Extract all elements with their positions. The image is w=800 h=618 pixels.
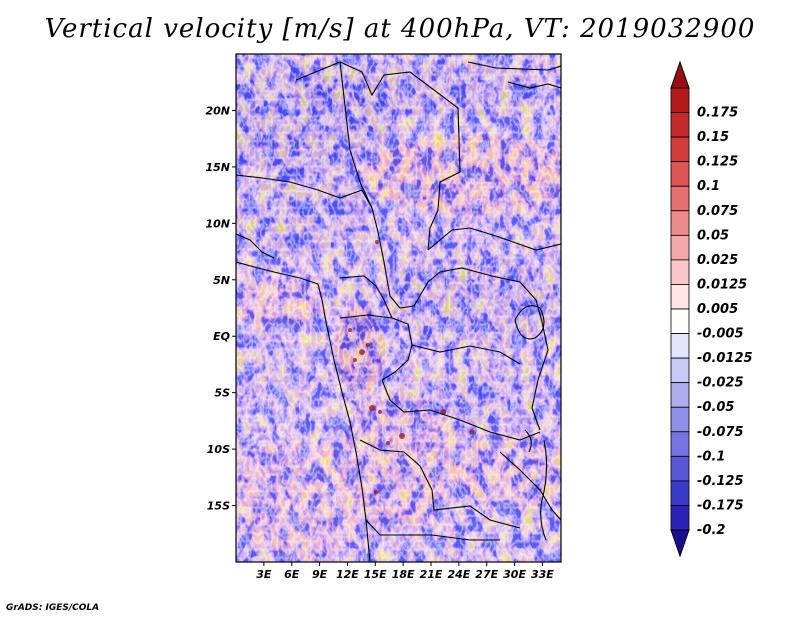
colorbar-bottom-arrow [670,529,690,558]
colorbar-swatch [670,455,690,482]
lon-tick-label: 24E [447,568,470,581]
colorbar-swatch [670,480,690,506]
colorbar-label: 0.175 [697,106,738,121]
colorbar-swatch [670,357,690,384]
colorbar: 0.175 0.15 0.125 0.1 0.075 0.05 0.025 0.0125 0.0… [670,60,753,558]
lat-tick-label: 20N [205,104,230,117]
colorbar-swatch [670,284,690,310]
colorbar-swatch [670,308,690,334]
lon-tick-label: 33E [531,568,554,581]
colorbar-swatch [670,161,690,187]
lat-tick-label: 15N [205,161,230,174]
lon-tick-label: 9E [312,568,328,581]
lon-tick-label: 18E [392,568,415,581]
lat-tick-label: 10N [205,217,230,230]
lat-tick-label: 5S [214,387,230,400]
colorbar-swatch [670,136,690,163]
colorbar-swatch [670,406,690,433]
colorbar-swatch [670,505,690,531]
lon-tick-label: 21E [420,568,443,581]
longitude-axis: 3E 6E 9E 12E 15E 18E 21E 24E 27E 30E 33E [256,562,554,581]
map-title: Vertical velocity [m/s] at 400hPa, VT: 2… [44,14,756,44]
country-borders [236,61,561,562]
colorbar-label: -0.2 [697,523,725,538]
colorbar-label: 0.075 [697,204,738,219]
colorbar-label: -0.0125 [697,351,753,366]
grads-credit: GrADS: IGES/COLA [6,603,100,613]
colorbar-label: 0.025 [697,253,738,268]
colorbar-label: 0.125 [697,155,738,170]
colorbar-swatch [670,185,690,212]
lon-tick-label: 6E [284,568,300,581]
colorbar-swatch [670,382,690,408]
colorbar-label: -0.175 [697,498,744,513]
colorbar-label: 0.0125 [697,277,747,292]
colorbar-label: -0.125 [697,474,744,489]
colorbar-label: -0.075 [697,425,744,440]
colorbar-label: 0.005 [697,302,738,317]
colorbar-swatch [670,431,690,457]
colorbar-swatch [670,259,690,285]
colorbar-label: 0.1 [697,179,720,194]
lon-tick-label: 3E [256,568,272,581]
colorbar-label: 0.15 [697,130,729,145]
lon-tick-label: 12E [336,568,359,581]
lat-tick-label: 10S [207,443,230,456]
colorbar-swatch [670,112,690,138]
lat-tick-label: 15S [207,500,230,513]
colorbar-swatch [670,234,690,261]
map-frame [235,53,562,563]
colorbar-swatch [670,210,690,236]
latitude-axis: 20N 15N 10N 5N EQ 5S 10S 15S [205,104,236,513]
colorbar-label: -0.025 [697,376,744,391]
colorbar-top-arrow [670,60,690,89]
colorbar-swatch [670,333,690,359]
lon-tick-label: 30E [503,568,526,581]
colorbar-swatch [670,87,690,113]
lon-tick-label: 27E [475,568,498,581]
colorbar-label: -0.005 [697,327,744,342]
colorbar-label: -0.1 [697,449,725,464]
colorbar-label: 0.05 [697,228,729,243]
lon-tick-label: 15E [364,568,387,581]
velocity-field [236,54,561,562]
colorbar-label: -0.05 [697,400,734,415]
lat-tick-label: EQ [213,330,230,343]
lat-tick-label: 5N [213,274,230,287]
